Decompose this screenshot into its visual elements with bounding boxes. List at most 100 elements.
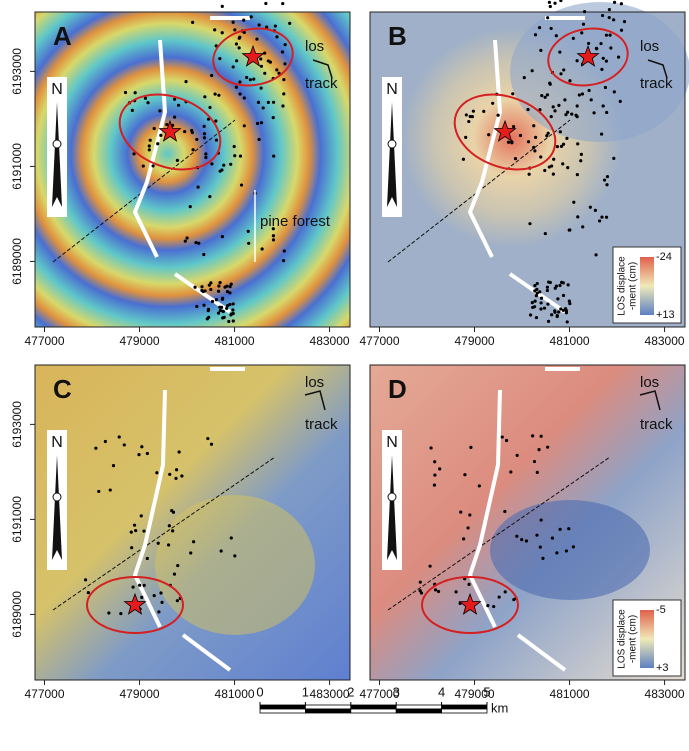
earthquake	[228, 302, 232, 307]
fault	[181, 633, 232, 672]
earthquake	[193, 285, 197, 289]
shade	[510, 2, 689, 142]
earthquake	[166, 543, 171, 547]
earthquake	[547, 165, 551, 169]
earthquake	[520, 538, 524, 542]
earthquake	[530, 301, 534, 305]
earthquake	[281, 104, 285, 108]
earthquake	[539, 301, 543, 305]
colorbar-tick-label: -5	[656, 604, 666, 616]
earthquake	[554, 284, 559, 288]
earthquake	[208, 195, 212, 199]
north-dot	[387, 492, 397, 502]
earthquake	[506, 140, 511, 144]
los-arrow	[647, 59, 668, 79]
earthquake	[148, 138, 152, 142]
earthquake	[217, 284, 221, 288]
earthquake	[229, 162, 233, 166]
north-dot	[52, 492, 62, 502]
track-label: track	[640, 416, 673, 433]
source-ellipse	[86, 576, 184, 634]
earthquake	[542, 306, 547, 310]
earthquake	[248, 78, 252, 82]
earthquake	[111, 464, 116, 468]
earthquake	[210, 162, 214, 166]
earthquake	[622, 20, 627, 24]
earthquake	[132, 523, 137, 527]
earthquake	[231, 20, 235, 24]
earthquake	[214, 138, 219, 142]
earthquake	[565, 320, 569, 324]
panel-label: D	[388, 374, 407, 404]
earthquake	[602, 178, 607, 182]
scale-label: 5	[483, 684, 490, 699]
earthquake	[220, 31, 224, 35]
earthquake	[567, 299, 571, 303]
earthquake	[566, 166, 570, 170]
earthquake	[547, 0, 551, 4]
earthquake	[117, 435, 121, 439]
colorbar	[640, 610, 654, 668]
earthquake	[184, 79, 188, 84]
earthquake	[238, 92, 242, 96]
earthquake	[609, 46, 613, 50]
earthquake	[555, 551, 559, 555]
earthquake	[231, 65, 235, 69]
earthquake	[547, 280, 551, 284]
earthquake	[528, 313, 533, 317]
earthquake	[592, 111, 596, 115]
earthquake	[191, 20, 195, 24]
earthquake	[555, 145, 560, 149]
earthquake	[221, 309, 225, 313]
earthquake	[554, 34, 558, 38]
earthquake	[271, 100, 276, 104]
earthquake	[540, 94, 544, 98]
earthquake	[572, 200, 576, 204]
earthquake	[256, 100, 261, 105]
earthquake	[599, 132, 604, 136]
earthquake	[576, 142, 580, 146]
earthquake	[259, 57, 263, 61]
earthquake	[233, 154, 237, 158]
earthquake	[605, 183, 609, 187]
scale-label: 4	[438, 684, 445, 699]
earthquake	[231, 302, 235, 306]
north-dot	[52, 139, 62, 149]
earthquake	[229, 536, 233, 540]
fault	[467, 389, 502, 628]
x-tick-label: 483000	[645, 687, 685, 701]
earthquake	[147, 148, 151, 152]
earthquake	[210, 299, 215, 304]
earthquake	[220, 235, 224, 239]
earthquake	[246, 229, 250, 233]
earthquake	[564, 113, 568, 117]
earthquake	[145, 556, 149, 561]
earthquake	[222, 163, 226, 167]
earthquake	[555, 314, 559, 319]
scale-seg	[395, 708, 443, 714]
earthquake	[218, 56, 222, 61]
x-tick-label: 477000	[359, 334, 399, 348]
earthquake	[599, 41, 603, 46]
earthquake	[531, 305, 535, 310]
earthquake	[257, 137, 261, 142]
earthquake	[597, 219, 602, 223]
earthquake	[204, 152, 208, 156]
scale-label: 1	[302, 684, 309, 699]
earthquake	[225, 306, 229, 310]
earthquake	[245, 75, 249, 80]
earthquake	[282, 78, 286, 82]
earthquake	[575, 173, 579, 177]
earthquake	[281, 258, 286, 263]
earthquake	[237, 36, 241, 40]
earthquake	[264, 1, 268, 6]
earthquake	[156, 541, 160, 545]
earthquake	[550, 313, 554, 317]
earthquake	[418, 589, 422, 593]
earthquake	[567, 228, 571, 232]
source-ellipse	[212, 27, 294, 87]
earthquake	[531, 434, 535, 438]
earthquake	[273, 24, 277, 28]
colorbar	[640, 257, 654, 315]
